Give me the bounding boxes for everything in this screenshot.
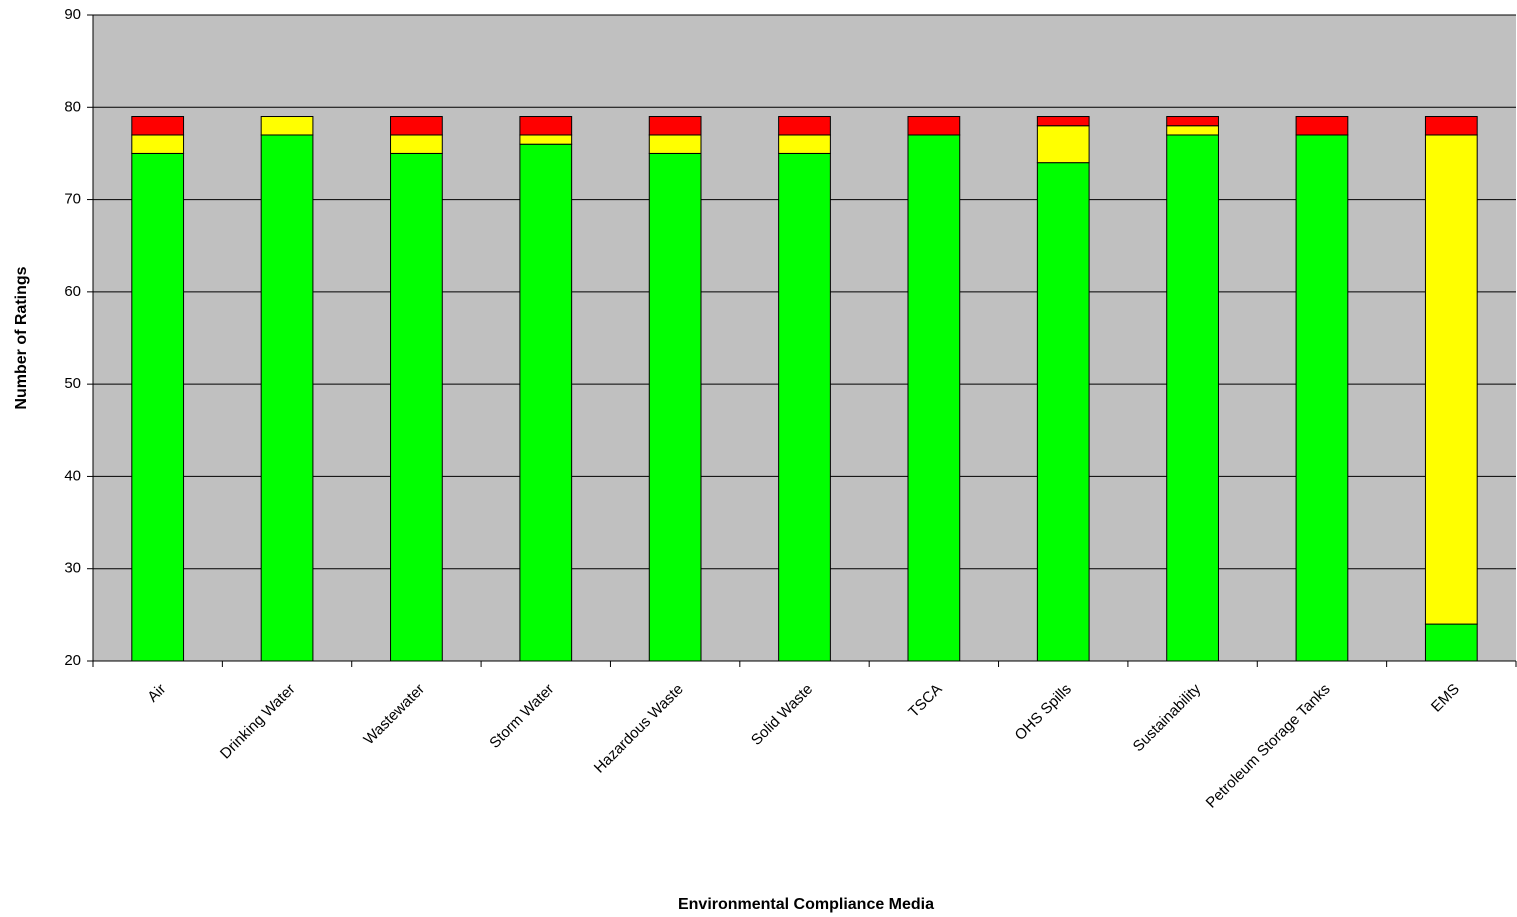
y-tick-label: 60 — [64, 283, 81, 300]
y-axis-title: Number of Ratings — [13, 266, 30, 409]
bar-segment — [907, 134, 961, 662]
bar-segment — [390, 116, 443, 136]
bar-segment — [1424, 623, 1478, 662]
bar-segment — [519, 116, 573, 136]
bar-segment — [390, 152, 443, 662]
y-tick-label: 50 — [64, 375, 81, 392]
y-tick-label: 80 — [64, 98, 81, 115]
x-tick-label: Solid Waste — [748, 681, 816, 749]
bar-segment — [131, 134, 185, 154]
x-tick-label: Air — [144, 681, 169, 706]
x-tick-label: Hazardous Waste — [591, 681, 687, 777]
x-tick-label: Storm Water — [486, 681, 557, 752]
bar-segment — [648, 116, 702, 136]
x-tick-label: Drinking Water — [217, 681, 299, 763]
bar-segment — [1036, 162, 1090, 662]
bar-segment — [1166, 116, 1219, 127]
bar-segment — [260, 116, 314, 136]
bar-segment — [648, 134, 702, 154]
x-tick-label: OHS Spills — [1012, 681, 1075, 744]
x-tick-label: EMS — [1428, 681, 1463, 716]
y-tick-label: 90 — [64, 6, 81, 23]
bar-segment — [648, 152, 702, 662]
bar-segment — [390, 134, 443, 154]
bar-segment — [519, 134, 573, 145]
y-tick-label: 30 — [64, 560, 81, 577]
x-tick-label: Wastewater — [360, 681, 428, 749]
x-tick-label: Sustainability — [1130, 680, 1205, 755]
bar-segment — [131, 152, 185, 662]
x-tick-label: TSCA — [905, 681, 945, 721]
bar-segment — [907, 116, 961, 136]
x-tick-label: Petroleum Storage Tanks — [1203, 681, 1334, 812]
bar-segment — [1036, 116, 1090, 127]
bar-segment — [1036, 125, 1090, 164]
bar-segment — [1295, 116, 1349, 136]
y-tick-label: 40 — [64, 467, 81, 484]
bar-segment — [1166, 125, 1219, 136]
bar-segment — [1424, 134, 1478, 625]
x-axis-title: Environmental Compliance Media — [678, 896, 934, 913]
bar-segment — [260, 134, 314, 662]
bar-segment — [519, 143, 573, 662]
bar-segment — [1424, 116, 1478, 136]
bar-segment — [1295, 134, 1349, 662]
bar-segment — [778, 152, 831, 662]
bar-segment — [1166, 134, 1219, 662]
bar-segment — [778, 134, 831, 154]
bar-segment — [131, 116, 185, 136]
y-tick-label: 70 — [64, 191, 81, 208]
y-tick-label: 20 — [64, 652, 81, 669]
bar-segment — [778, 116, 831, 136]
